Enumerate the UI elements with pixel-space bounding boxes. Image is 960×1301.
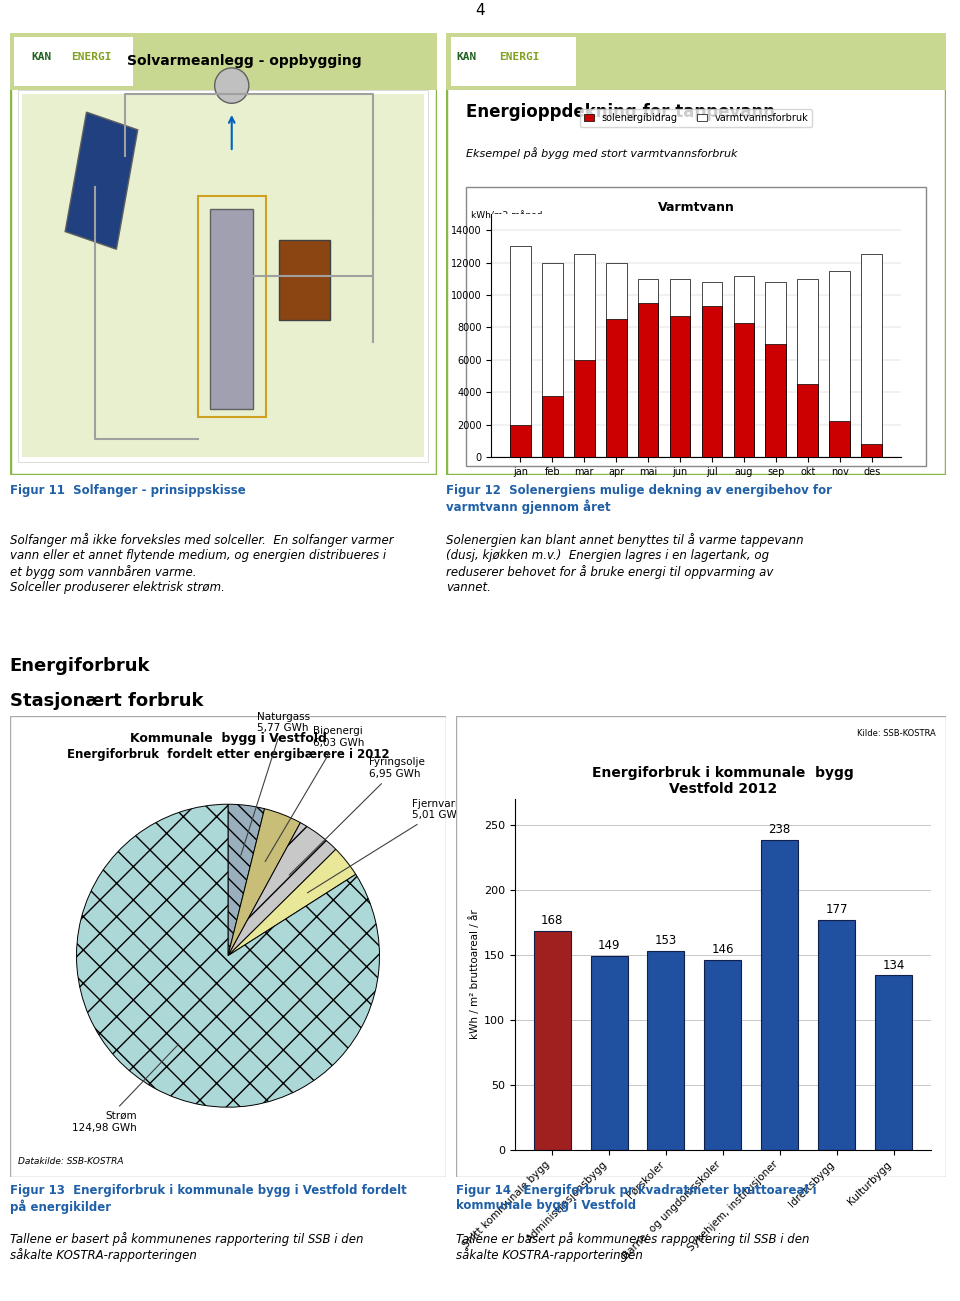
Bar xyxy=(574,360,594,457)
Text: Naturgass
5,77 GWh: Naturgass 5,77 GWh xyxy=(241,712,310,855)
Bar xyxy=(765,343,786,457)
Bar xyxy=(765,282,786,457)
Bar xyxy=(606,263,627,457)
Text: Energiforbruk  fordelt etter energibærere i 2012: Energiforbruk fordelt etter energibærere… xyxy=(66,748,390,761)
Text: ENERGI: ENERGI xyxy=(499,52,540,62)
Text: Energioppdekning for tappevann: Energioppdekning for tappevann xyxy=(467,103,776,121)
Bar xyxy=(761,840,798,1150)
Bar xyxy=(467,187,925,466)
Text: kWh/m2 måned: kWh/m2 måned xyxy=(471,212,542,221)
Text: 168: 168 xyxy=(541,915,564,928)
Text: Tallene er basert på kommunenes rapportering til SSB i den
såkalte KOSTRA-rappor: Tallene er basert på kommunenes rapporte… xyxy=(456,1232,809,1262)
Text: Solenergien kan blant annet benyttes til å varme tappevann
(dusj, kjøkken m.v.) : Solenergien kan blant annet benyttes til… xyxy=(446,533,804,593)
Text: Figur 14   Energiforbruk pr kvadratmeter bruttoareal i
kommunale bygg i Vestfold: Figur 14 Energiforbruk pr kvadratmeter b… xyxy=(456,1184,817,1213)
Wedge shape xyxy=(228,822,336,956)
Legend: solenergibidrag, varmtvannsforbruk: solenergibidrag, varmtvannsforbruk xyxy=(580,109,812,127)
Bar xyxy=(606,319,627,457)
Text: Kilde: SSB-KOSTRA: Kilde: SSB-KOSTRA xyxy=(857,730,936,739)
Title: Varmtvann: Varmtvann xyxy=(658,200,734,213)
Bar xyxy=(861,444,882,457)
Text: 238: 238 xyxy=(769,824,791,837)
Bar xyxy=(861,255,882,457)
Text: Tallene er basert på kommunenes rapportering til SSB i den
såkalte KOSTRA-rappor: Tallene er basert på kommunenes rapporte… xyxy=(10,1232,363,1262)
Bar xyxy=(733,276,755,457)
Bar xyxy=(10,33,437,90)
Bar xyxy=(637,303,659,457)
Text: Fyringsolje
6,95 GWh: Fyringsolje 6,95 GWh xyxy=(289,757,425,876)
Bar xyxy=(13,36,133,86)
Wedge shape xyxy=(228,809,300,956)
Title: Energiforbruk i kommunale  bygg
Vestfold 2012: Energiforbruk i kommunale bygg Vestfold … xyxy=(592,766,853,796)
Text: KAN: KAN xyxy=(456,52,476,62)
Bar xyxy=(541,396,563,457)
Bar xyxy=(451,36,576,86)
Text: Datakilde: SSB-KOSTRA: Datakilde: SSB-KOSTRA xyxy=(18,1157,124,1166)
Text: Solvarmeanlegg - oppbygging: Solvarmeanlegg - oppbygging xyxy=(128,55,362,68)
Bar xyxy=(647,951,684,1150)
Text: Figur 12  Solenergiens mulige dekning av energibehov for
varmtvann gjennom året: Figur 12 Solenergiens mulige dekning av … xyxy=(446,484,832,514)
Bar xyxy=(22,95,424,457)
Bar xyxy=(446,33,946,90)
Bar xyxy=(798,278,818,457)
Text: Fjernvarme
5,01 GWh: Fjernvarme 5,01 GWh xyxy=(307,799,471,892)
Text: Kommunale  bygg i Vestfold: Kommunale bygg i Vestfold xyxy=(130,731,326,744)
Bar xyxy=(534,932,570,1150)
Wedge shape xyxy=(77,804,379,1107)
Bar xyxy=(702,306,722,457)
Text: KAN: KAN xyxy=(31,52,51,62)
Bar xyxy=(798,384,818,457)
Text: Figur 13  Energiforbruk i kommunale bygg i Vestfold fordelt
på energikilder: Figur 13 Energiforbruk i kommunale bygg … xyxy=(10,1184,406,1214)
Text: 4: 4 xyxy=(475,3,485,18)
Bar xyxy=(278,241,330,320)
Bar xyxy=(733,323,755,457)
Wedge shape xyxy=(228,850,356,956)
Text: Stasjonært forbruk: Stasjonært forbruk xyxy=(10,692,204,710)
Bar xyxy=(670,278,690,457)
Text: 149: 149 xyxy=(598,939,620,952)
Wedge shape xyxy=(228,804,265,956)
Text: Eksempel på bygg med stort varmtvannsforbruk: Eksempel på bygg med stort varmtvannsfor… xyxy=(467,147,738,160)
Text: 177: 177 xyxy=(826,903,848,916)
Text: Bioenergi
6,03 GWh: Bioenergi 6,03 GWh xyxy=(265,726,365,861)
Bar xyxy=(702,282,722,457)
Bar xyxy=(198,196,266,418)
Text: 134: 134 xyxy=(882,959,904,972)
Bar xyxy=(818,920,855,1150)
Text: Energiforbruk: Energiforbruk xyxy=(10,657,150,675)
Bar xyxy=(875,976,912,1150)
Text: 146: 146 xyxy=(711,943,734,956)
Bar xyxy=(541,263,563,457)
Text: Strøm
124,98 GWh: Strøm 124,98 GWh xyxy=(72,1043,179,1133)
Bar xyxy=(210,209,253,409)
Bar xyxy=(18,90,428,462)
Bar xyxy=(670,316,690,457)
Bar xyxy=(510,246,531,457)
Text: Figur 11  Solfanger - prinsippskisse: Figur 11 Solfanger - prinsippskisse xyxy=(10,484,246,497)
Bar xyxy=(510,424,531,457)
Bar xyxy=(829,422,851,457)
Text: Solfanger må ikke forveksles med solceller.  En solfanger varmer
vann eller et a: Solfanger må ikke forveksles med solcell… xyxy=(10,533,394,593)
Polygon shape xyxy=(65,112,138,250)
Y-axis label: kWh / m² bruttoareal / år: kWh / m² bruttoareal / år xyxy=(468,909,480,1039)
Bar xyxy=(705,960,741,1150)
Circle shape xyxy=(215,68,249,103)
Bar xyxy=(637,278,659,457)
Bar xyxy=(590,956,628,1150)
Text: ENERGI: ENERGI xyxy=(72,52,112,62)
Bar xyxy=(574,255,594,457)
Bar xyxy=(829,271,851,457)
Text: 153: 153 xyxy=(655,934,677,947)
